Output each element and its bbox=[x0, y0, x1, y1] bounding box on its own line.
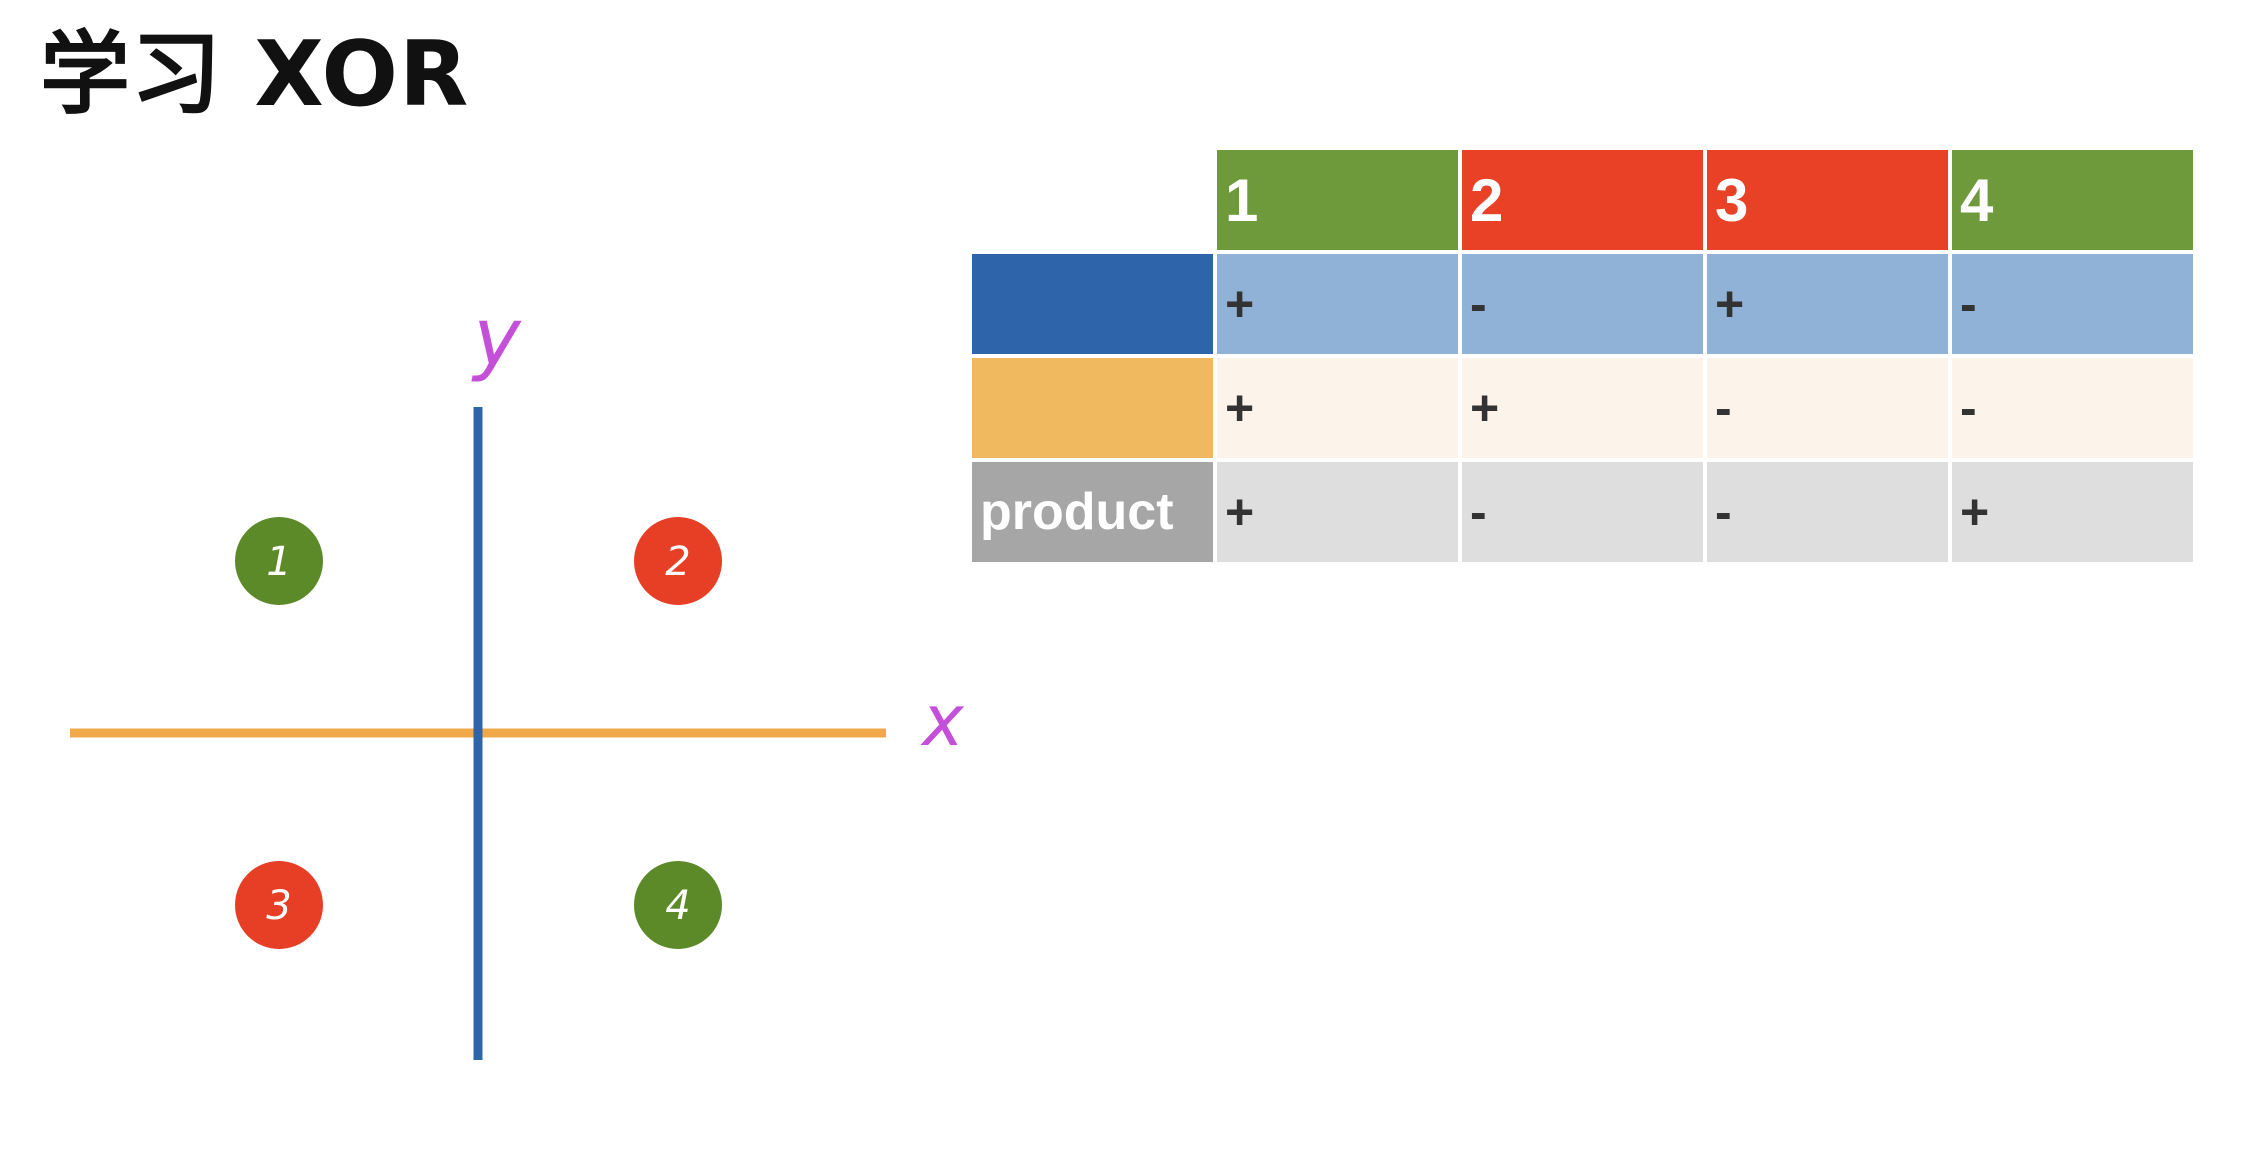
table-cell: - bbox=[1707, 462, 1948, 562]
table-cell: + bbox=[1462, 358, 1703, 458]
point-label-4: 4 bbox=[665, 883, 690, 929]
data-points: 1 2 3 4 bbox=[235, 517, 722, 949]
table-cell: + bbox=[1217, 358, 1458, 458]
y-axis-label: y bbox=[471, 291, 522, 384]
table-row-label-product: product bbox=[972, 462, 1213, 562]
table-row-blue: + - + - bbox=[972, 254, 2193, 354]
table-header-row: 1 2 3 4 bbox=[972, 150, 2193, 250]
point-1 bbox=[235, 517, 323, 605]
x-axis-label: x bbox=[920, 680, 964, 762]
table-header-2: 2 bbox=[1462, 150, 1703, 250]
table-header-3: 3 bbox=[1707, 150, 1948, 250]
table-header-1: 1 bbox=[1217, 150, 1458, 250]
point-2 bbox=[634, 517, 722, 605]
table-row-orange: + + - - bbox=[972, 358, 2193, 458]
table-cell: + bbox=[1952, 462, 2193, 562]
point-label-1: 1 bbox=[266, 539, 291, 585]
point-label-2: 2 bbox=[665, 539, 690, 585]
table-row-label-blue bbox=[972, 254, 1213, 354]
table-header-4: 4 bbox=[1952, 150, 2193, 250]
table-cell: - bbox=[1952, 358, 2193, 458]
table-cell: - bbox=[1952, 254, 2193, 354]
table-row-product: product + - - + bbox=[972, 462, 2193, 562]
xor-table: 1 2 3 4 + - + - + + - - product + - - + bbox=[968, 146, 2197, 566]
page-title: 学习 XOR bbox=[40, 22, 470, 127]
point-label-3: 3 bbox=[266, 883, 291, 929]
table-cell: + bbox=[1217, 462, 1458, 562]
table-cell: + bbox=[1707, 254, 1948, 354]
point-4 bbox=[634, 861, 722, 949]
table-cell: - bbox=[1707, 358, 1948, 458]
table-row-label-orange bbox=[972, 358, 1213, 458]
table-cell: - bbox=[1462, 462, 1703, 562]
table-cell: - bbox=[1462, 254, 1703, 354]
point-3 bbox=[235, 861, 323, 949]
table-corner-cell bbox=[972, 150, 1213, 250]
table-cell: + bbox=[1217, 254, 1458, 354]
